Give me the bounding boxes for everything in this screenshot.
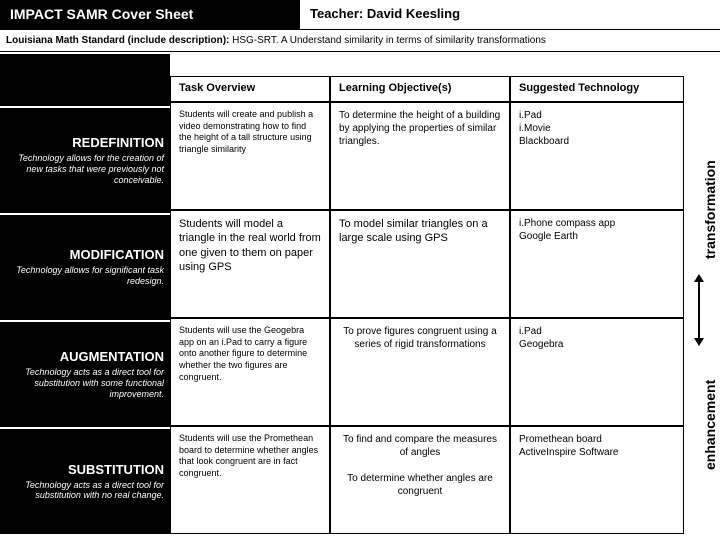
cell-tech: i.Pad Geogebra <box>510 318 684 426</box>
spacer-cell <box>0 52 170 106</box>
content-grid: REDEFINITION Technology allows for the c… <box>0 52 720 534</box>
table-row: Students will use the Geogebra app on an… <box>170 318 684 426</box>
cell-objective: To prove figures congruent using a serie… <box>330 318 510 426</box>
samr-levels-column: REDEFINITION Technology allows for the c… <box>0 52 170 534</box>
side-label-enhancement: enhancement <box>702 350 718 500</box>
table-column: Task Overview Learning Objective(s) Sugg… <box>170 52 720 534</box>
cell-objective: To determine the height of a building by… <box>330 102 510 210</box>
cell-tech: i.Phone compass app Google Earth <box>510 210 684 318</box>
level-desc: Technology allows for significant task r… <box>6 265 164 287</box>
level-augmentation: AUGMENTATION Technology acts as a direct… <box>0 320 170 427</box>
cell-tech: Promethean board ActiveInspire Software <box>510 426 684 534</box>
cell-task: Students will create and publish a video… <box>170 102 330 210</box>
title: IMPACT SAMR Cover Sheet <box>0 0 300 30</box>
level-modification: MODIFICATION Technology allows for signi… <box>0 213 170 320</box>
header: IMPACT SAMR Cover Sheet Teacher: David K… <box>0 0 720 30</box>
cell-task: Students will use the Geogebra app on an… <box>170 318 330 426</box>
cell-objective: To find and compare the measures of angl… <box>330 426 510 534</box>
level-name: MODIFICATION <box>6 247 164 262</box>
standard-row: Louisiana Math Standard (include descrip… <box>0 30 720 52</box>
cell-tech: i.Pad i.Movie Blackboard <box>510 102 684 210</box>
table-gap <box>170 52 684 76</box>
table-row: Students will model a triangle in the re… <box>170 210 684 318</box>
level-name: SUBSTITUTION <box>6 462 164 477</box>
level-desc: Technology acts as a direct tool for sub… <box>6 480 164 502</box>
cell-task: Students will use the Promethean board t… <box>170 426 330 534</box>
standard-text: HSG-SRT. A Understand similarity in term… <box>232 35 546 46</box>
table-row: Students will create and publish a video… <box>170 102 684 210</box>
standard-label: Louisiana Math Standard (include descrip… <box>6 35 232 46</box>
level-substitution: SUBSTITUTION Technology acts as a direct… <box>0 427 170 534</box>
table-row: Students will use the Promethean board t… <box>170 426 684 534</box>
col-tech: Suggested Technology <box>510 76 684 102</box>
level-name: AUGMENTATION <box>6 349 164 364</box>
cell-task: Students will model a triangle in the re… <box>170 210 330 318</box>
table-header-row: Task Overview Learning Objective(s) Sugg… <box>170 76 684 102</box>
level-name: REDEFINITION <box>6 135 164 150</box>
teacher-field: Teacher: David Keesling <box>300 0 720 30</box>
arrow-icon <box>698 280 700 340</box>
side-label-transformation: transformation <box>702 130 718 290</box>
cell-objective: To model similar triangles on a large sc… <box>330 210 510 318</box>
level-desc: Technology allows for the creation of ne… <box>6 153 164 185</box>
level-redefinition: REDEFINITION Technology allows for the c… <box>0 106 170 213</box>
col-objective: Learning Objective(s) <box>330 76 510 102</box>
level-desc: Technology acts as a direct tool for sub… <box>6 367 164 399</box>
col-task: Task Overview <box>170 76 330 102</box>
